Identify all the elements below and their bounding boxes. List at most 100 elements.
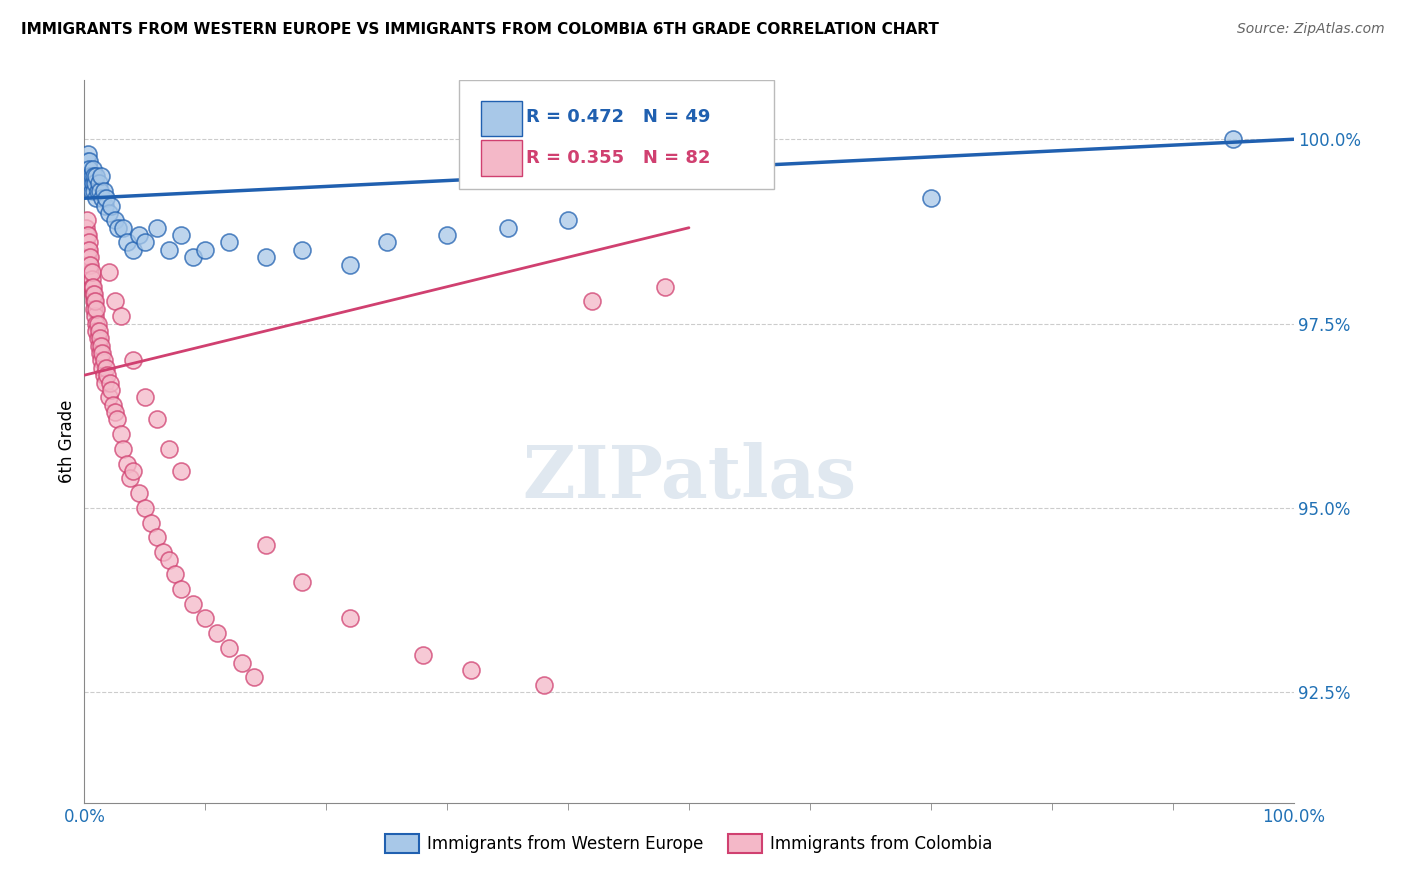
Point: [84, 309, 107, 323]
Point: [75, 235, 97, 250]
Point: [100, 199, 122, 213]
Point: [115, 457, 138, 471]
Point: [134, 500, 156, 515]
Point: [170, 582, 193, 596]
Point: [194, 243, 217, 257]
Point: [82, 287, 104, 301]
Point: [76, 228, 98, 243]
Point: [86, 331, 108, 345]
Point: [134, 390, 156, 404]
Point: [80, 279, 103, 293]
Point: [339, 611, 361, 625]
Point: [87, 177, 110, 191]
Point: [94, 199, 117, 213]
Point: [77, 235, 100, 250]
Point: [80, 169, 103, 183]
Point: [581, 294, 603, 309]
Point: [146, 412, 169, 426]
Legend: Immigrants from Western Europe, Immigrants from Colombia: Immigrants from Western Europe, Immigran…: [378, 827, 1000, 860]
Point: [77, 169, 100, 183]
Point: [181, 250, 204, 264]
Point: [157, 442, 180, 456]
Point: [170, 228, 193, 243]
Point: [97, 265, 120, 279]
Point: [83, 184, 105, 198]
Point: [104, 213, 127, 227]
Point: [86, 301, 108, 316]
Point: [77, 147, 100, 161]
Point: [77, 161, 100, 176]
Point: [112, 220, 135, 235]
Point: [110, 309, 132, 323]
Point: [83, 294, 105, 309]
Point: [105, 412, 128, 426]
Text: Source: ZipAtlas.com: Source: ZipAtlas.com: [1237, 22, 1385, 37]
Point: [115, 235, 138, 250]
Point: [93, 368, 115, 383]
Point: [79, 177, 101, 191]
Text: IMMIGRANTS FROM WESTERN EUROPE VS IMMIGRANTS FROM COLOMBIA 6TH GRADE CORRELATION: IMMIGRANTS FROM WESTERN EUROPE VS IMMIGR…: [21, 22, 939, 37]
Point: [170, 464, 193, 478]
Point: [139, 516, 162, 530]
Point: [920, 191, 942, 205]
Point: [194, 611, 217, 625]
Point: [82, 279, 104, 293]
Point: [654, 279, 676, 293]
Point: [79, 169, 101, 183]
Point: [84, 294, 107, 309]
Point: [97, 390, 120, 404]
Point: [254, 538, 277, 552]
Point: [90, 169, 112, 183]
Point: [152, 545, 174, 559]
Point: [77, 228, 100, 243]
Point: [128, 486, 150, 500]
Point: [97, 206, 120, 220]
FancyBboxPatch shape: [481, 140, 522, 176]
Point: [412, 648, 434, 663]
Point: [128, 228, 150, 243]
Point: [157, 552, 180, 566]
Point: [218, 235, 240, 250]
Y-axis label: 6th Grade: 6th Grade: [58, 400, 76, 483]
Point: [89, 331, 111, 345]
Text: R = 0.472   N = 49: R = 0.472 N = 49: [526, 108, 710, 126]
Point: [121, 353, 143, 368]
Point: [91, 191, 114, 205]
Point: [157, 243, 180, 257]
Point: [76, 213, 98, 227]
Point: [165, 567, 187, 582]
Point: [82, 177, 104, 191]
Point: [94, 376, 117, 390]
Point: [134, 235, 156, 250]
Point: [107, 220, 129, 235]
FancyBboxPatch shape: [481, 101, 522, 136]
Point: [86, 191, 108, 205]
Point: [112, 442, 135, 456]
Point: [84, 177, 107, 191]
Point: [91, 346, 114, 360]
Point: [254, 250, 277, 264]
Point: [120, 471, 142, 485]
Point: [460, 663, 482, 677]
Point: [291, 574, 314, 589]
Point: [86, 324, 108, 338]
Point: [75, 220, 97, 235]
Point: [83, 301, 105, 316]
Text: ZIPatlas: ZIPatlas: [522, 442, 856, 513]
Point: [339, 258, 361, 272]
Point: [100, 383, 122, 397]
Point: [79, 258, 101, 272]
Point: [83, 287, 105, 301]
Point: [93, 353, 115, 368]
FancyBboxPatch shape: [460, 80, 773, 189]
Point: [86, 317, 108, 331]
Point: [375, 235, 398, 250]
Point: [86, 184, 108, 198]
Point: [86, 317, 108, 331]
Point: [89, 346, 111, 360]
Point: [91, 360, 114, 375]
Point: [86, 169, 108, 183]
Point: [90, 339, 112, 353]
Point: [146, 220, 169, 235]
Point: [80, 272, 103, 286]
